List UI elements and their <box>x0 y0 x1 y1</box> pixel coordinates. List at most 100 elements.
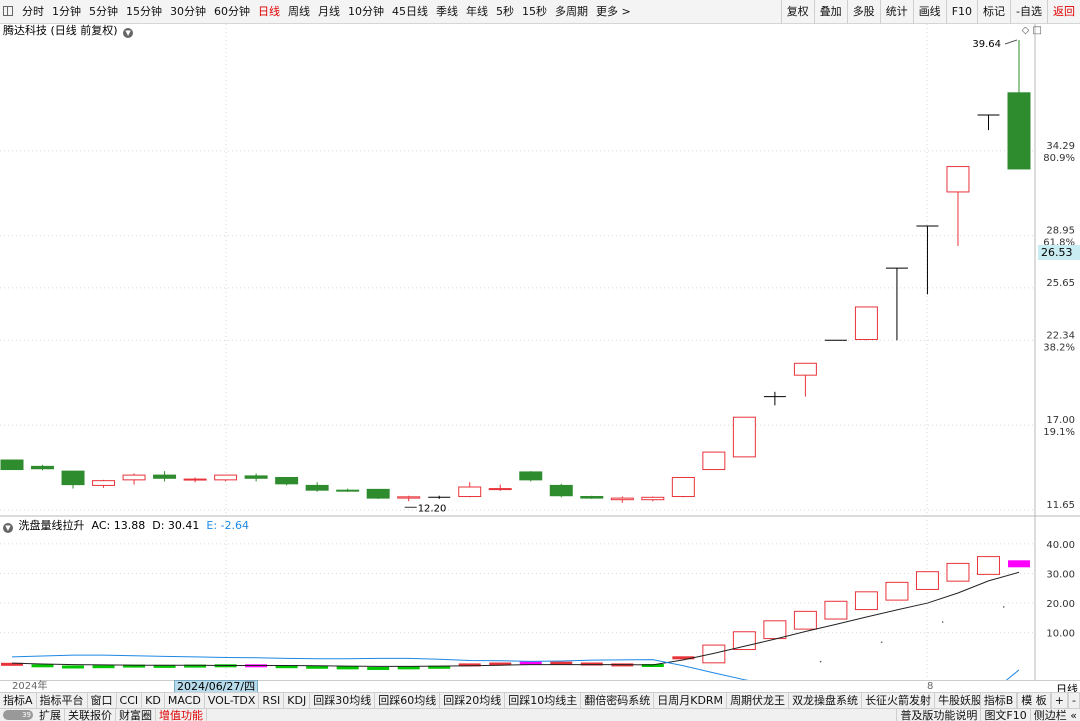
candle[interactable] <box>854 306 878 341</box>
candle-body <box>336 489 360 492</box>
candle[interactable] <box>488 484 512 491</box>
candle[interactable] <box>793 362 817 397</box>
period-tab[interactable]: 年线 <box>466 5 488 18</box>
candle[interactable] <box>61 470 85 489</box>
candle[interactable] <box>641 496 665 502</box>
indicator-tab[interactable]: 翻倍密码系统 <box>581 693 655 709</box>
panel-toggle[interactable]: 39 <box>3 710 33 720</box>
indicator-tab[interactable]: KD <box>142 693 165 709</box>
candle[interactable] <box>305 482 329 492</box>
candle[interactable] <box>336 488 360 492</box>
indicator-tab[interactable]: 周期伏龙王 <box>727 693 790 709</box>
period-tab[interactable]: 季线 <box>436 5 458 18</box>
candle[interactable] <box>0 459 24 471</box>
indicator-box-small <box>123 664 146 668</box>
indicator-tab[interactable]: RSI <box>259 693 285 709</box>
candle[interactable] <box>92 479 116 488</box>
indicator-tab[interactable]: 日周月KDRM <box>654 693 728 709</box>
candle[interactable] <box>885 267 908 341</box>
period-tab[interactable]: 分时 <box>22 5 44 18</box>
panel-icons[interactable]: ◇ □ <box>1021 25 1042 36</box>
indicator-tab[interactable]: 回踩30均线 <box>310 693 376 709</box>
tool-button[interactable]: 多股 <box>846 0 880 24</box>
bottom-right-item[interactable]: 图文F10 <box>980 709 1029 721</box>
tool-button[interactable]: 画线 <box>912 0 946 24</box>
candle[interactable] <box>397 495 421 502</box>
period-tab[interactable]: 15秒 <box>522 5 547 18</box>
bottom-item[interactable]: 扩展 <box>36 708 65 721</box>
period-tab[interactable]: 10分钟 <box>348 5 384 18</box>
indicator-title: ▼ 洗盘量线拉升 AC: 13.88 D: 30.41 E: -2.64 <box>3 519 249 533</box>
title-menu-icon[interactable]: ▼ <box>123 28 134 38</box>
tool-button[interactable]: 标记 <box>977 0 1010 24</box>
tool-button[interactable]: 复权 <box>780 0 814 24</box>
candle[interactable] <box>183 477 207 483</box>
indicator-tab-right[interactable]: - <box>1068 693 1080 709</box>
candle[interactable] <box>671 476 695 498</box>
candle[interactable] <box>366 488 390 499</box>
indicator-tab[interactable]: 回踩20均线 <box>440 693 506 709</box>
indicator-menu-icon[interactable]: ▼ <box>3 523 13 533</box>
bottom-right-item[interactable]: 普及版功能说明 <box>896 709 980 721</box>
candle[interactable] <box>153 471 177 482</box>
indicator-tab[interactable]: CCI <box>117 693 143 709</box>
period-tab[interactable]: 5秒 <box>496 5 514 18</box>
tool-button[interactable]: 返回 <box>1047 0 1080 24</box>
bottom-item[interactable]: 财富圈 <box>116 708 156 721</box>
candle[interactable] <box>122 473 146 485</box>
candle[interactable] <box>977 114 1000 131</box>
period-tab[interactable]: 1分钟 <box>52 5 81 18</box>
indicator-tab[interactable]: 双龙操盘系统 <box>789 693 863 709</box>
candle[interactable] <box>580 495 604 499</box>
period-tab[interactable]: 更多 > <box>596 5 631 18</box>
candle[interactable] <box>519 471 543 482</box>
tool-button[interactable]: F10 <box>945 0 977 24</box>
candle[interactable] <box>946 166 970 246</box>
candle[interactable] <box>428 495 451 499</box>
indicator-tab-right[interactable]: + <box>1050 693 1069 709</box>
period-tab[interactable]: 15分钟 <box>126 5 162 18</box>
indicator-tab[interactable]: 长征火箭发射 <box>862 693 936 709</box>
indicator-tab[interactable]: MACD <box>165 693 205 709</box>
indicator-bar <box>702 644 726 664</box>
indicator-tab[interactable]: KDJ <box>284 693 311 709</box>
tool-button[interactable]: -自选 <box>1010 0 1047 24</box>
indicator-tab-right[interactable]: 模 板 <box>1017 693 1051 709</box>
period-tab[interactable]: 60分钟 <box>214 5 250 18</box>
indicator-tab[interactable]: 指标平台 <box>37 693 88 709</box>
bottom-item[interactable]: 增值功能 <box>156 708 207 721</box>
candle[interactable] <box>214 474 238 482</box>
period-tab[interactable]: 45日线 <box>392 5 428 18</box>
candle-body <box>31 465 55 470</box>
candle[interactable] <box>916 225 939 295</box>
candle[interactable] <box>763 391 786 406</box>
indicator-tab[interactable]: 指标A <box>0 693 37 709</box>
period-tab[interactable]: 5分钟 <box>89 5 118 18</box>
candle[interactable] <box>244 473 268 482</box>
period-tab[interactable]: 多周期 <box>555 5 588 18</box>
candle[interactable] <box>549 483 573 498</box>
bottom-right-item[interactable]: 侧边栏 « <box>1029 709 1080 721</box>
candle[interactable] <box>31 464 55 471</box>
tool-button[interactable]: 叠加 <box>813 0 847 24</box>
indicator-tab[interactable]: 窗口 <box>88 693 117 709</box>
indicator-tab[interactable]: VOL-TDX <box>205 693 260 709</box>
indicator-tab[interactable]: 回踩60均线 <box>375 693 441 709</box>
indicator-tab-right[interactable]: 指标B <box>979 693 1018 709</box>
indicator-tab[interactable]: 回踩10均线主 <box>505 693 582 709</box>
menu-icon[interactable] <box>3 6 13 16</box>
period-tab[interactable]: 30分钟 <box>170 5 206 18</box>
candle[interactable] <box>458 482 482 498</box>
date-axis: 2024年 2024/06/27/四 8 <box>0 680 1080 694</box>
period-tab[interactable]: 日线 <box>258 5 280 18</box>
period-tab[interactable]: 周线 <box>288 5 310 18</box>
period-tab[interactable]: 月线 <box>318 5 340 18</box>
candle[interactable] <box>702 451 726 471</box>
candle[interactable] <box>275 476 299 486</box>
bottom-item[interactable]: 关联报价 <box>65 708 116 721</box>
candle[interactable] <box>1007 66 1031 170</box>
tool-button[interactable]: 统计 <box>879 0 913 24</box>
candle[interactable] <box>732 416 756 458</box>
candle[interactable] <box>610 496 634 503</box>
